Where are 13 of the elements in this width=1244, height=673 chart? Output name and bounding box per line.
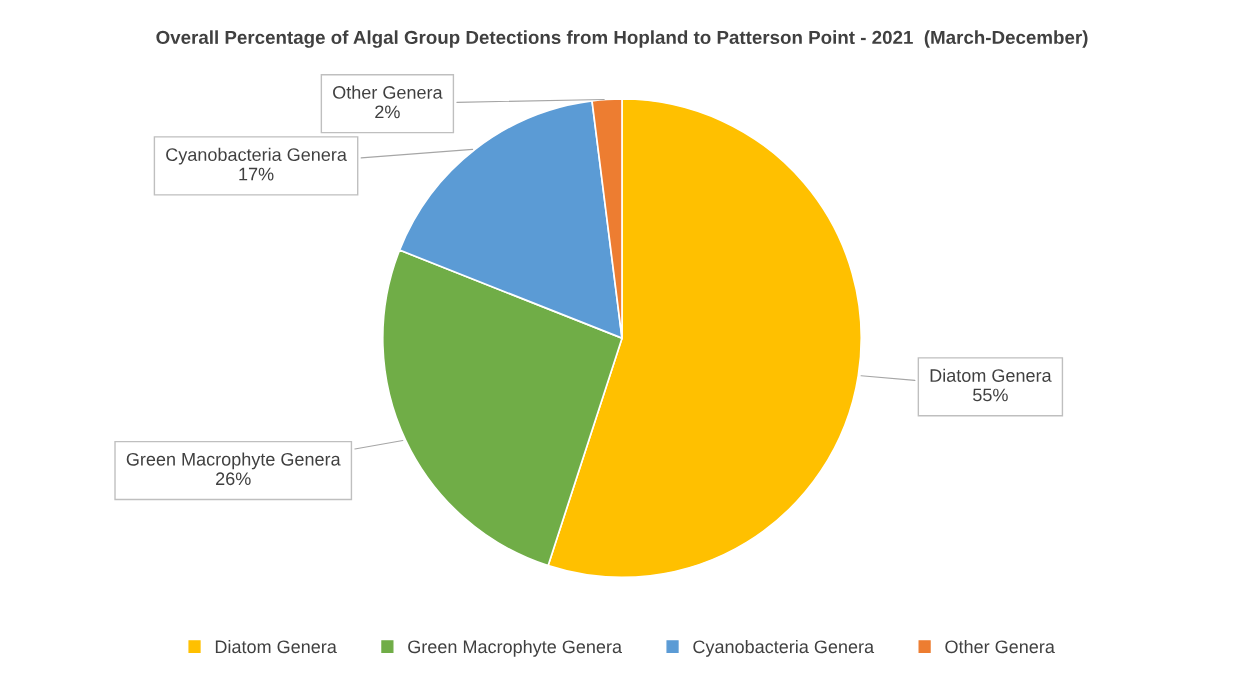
- legend-label: Diatom Genera: [215, 639, 337, 654]
- data-label: 17%: [239, 167, 274, 181]
- slice-label: Diatom Genera: [930, 368, 1052, 382]
- legend-label: Green Macrophyte Genera: [408, 639, 623, 657]
- data-label: 2%: [375, 105, 400, 119]
- data-label: 26%: [216, 472, 251, 486]
- slice-label: Cyanobacteria Genera: [166, 147, 347, 165]
- legend-label: Other Genera: [945, 639, 1055, 654]
- legend-label: Cyanobacteria Genera: [693, 639, 875, 657]
- chart-title: Overall Percentage of Algal Group Detections from Hopland to Patterson Point - 2021 (March-December): [156, 30, 1088, 48]
- slice-label: Green Macrophyte Genera: [126, 452, 341, 470]
- data-label: 55%: [973, 388, 1008, 402]
- slice-label: Other Genera: [333, 85, 443, 99]
